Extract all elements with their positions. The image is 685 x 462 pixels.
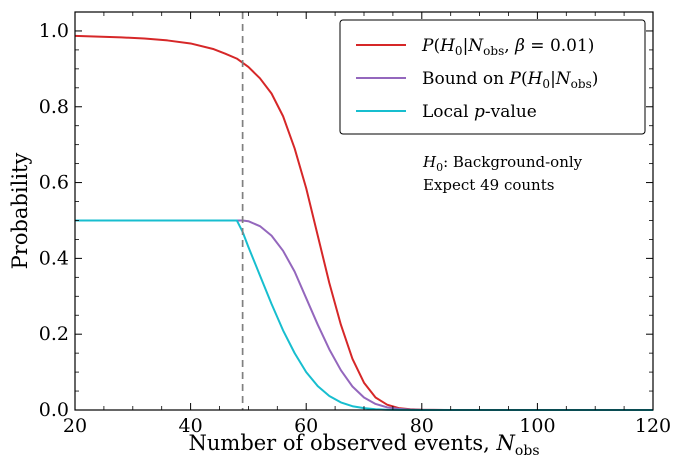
legend-2-rest: -value (485, 102, 537, 122)
x-tick-label: 120 (635, 415, 671, 437)
legend-0-beta: β (514, 36, 525, 56)
legend-1-h: H (527, 69, 544, 89)
ticks-layer: 20 40 60 80 100 120 0.0 0.2 0.4 0.6 0.8 1.0 (39, 11, 671, 437)
y-axis-label-text: Probability (8, 153, 32, 270)
y-tick-label: 0.6 (39, 172, 69, 194)
y-axis-label: Probability (8, 153, 32, 270)
legend-0-n: N (467, 36, 484, 56)
legend-1-close: ) (592, 69, 599, 89)
legend-1-prefix: Bound on (422, 69, 510, 89)
x-tick-label: 40 (179, 415, 203, 437)
legend-0-eq: = 0.01) (525, 36, 595, 56)
y-tick-label: 1.0 (39, 20, 69, 42)
annotation-h-symbol: H (422, 153, 437, 171)
x-tick-label: 20 (63, 415, 87, 437)
legend-1-n-sub: obs (571, 77, 592, 91)
y-tick-label: 0.2 (39, 323, 69, 345)
legend-label-local-p-value: Local p-value (422, 102, 537, 122)
legend-1-open: ( (521, 69, 528, 89)
x-tick-label: 60 (294, 415, 318, 437)
legend-0-comma: , (504, 36, 515, 56)
legend: P(H0|Nobs, β = 0.01) Bound on P(H0|Nobs)… (339, 19, 646, 135)
legend-0-n-sub: obs (483, 44, 504, 58)
y-tick-label: 0.8 (39, 96, 69, 118)
legend-1-p: P (509, 69, 522, 89)
x-tick-label: 100 (519, 415, 555, 437)
legend-0-h-sub: 0 (455, 44, 463, 58)
legend-1-n: N (555, 69, 572, 89)
annotation-h-text: : Background-only (443, 153, 583, 171)
annotation-h-sub: 0 (436, 161, 443, 174)
legend-2-p: p (474, 102, 485, 122)
legend-label-bound: Bound on P(H0|Nobs) (422, 69, 598, 91)
x-axis-label-subscript: obs (515, 443, 540, 459)
y-tick-label: 0.4 (39, 247, 69, 269)
legend-0-p: P (421, 36, 434, 56)
legend-box (339, 19, 646, 135)
x-tick-label: 80 (410, 415, 434, 437)
x-axis-label-text: Number of observed events, (189, 431, 497, 455)
y-tick-label: 0.0 (39, 399, 69, 421)
annotation-expected-counts: Expect 49 counts (423, 176, 554, 194)
legend-1-h-sub: 0 (542, 77, 550, 91)
legend-1-bar: | (550, 69, 556, 89)
legend-0-h: H (439, 36, 456, 56)
legend-label-posterior: P(H0|Nobs, β = 0.01) (421, 36, 594, 58)
legend-0-bar: | (463, 36, 469, 56)
annotation-expected-text: Expect 49 counts (423, 176, 554, 194)
legend-0-open: ( (433, 36, 440, 56)
x-axis-label: Number of observed events, Nobs (189, 431, 540, 459)
legend-2-prefix: Local (422, 102, 474, 122)
annotation-hypothesis: H0: Background-only (422, 153, 583, 174)
x-axis-label-symbol: N (496, 431, 516, 455)
